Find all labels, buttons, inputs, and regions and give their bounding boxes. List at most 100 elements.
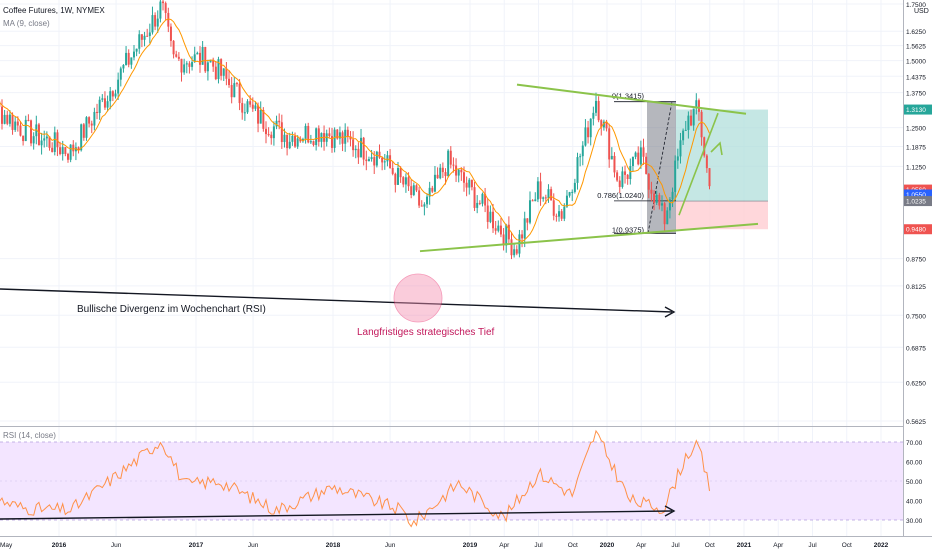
candle	[690, 109, 693, 127]
candle-body	[510, 239, 513, 256]
candle	[457, 168, 460, 183]
candle	[626, 174, 629, 185]
candle	[660, 195, 663, 212]
candle-body	[283, 134, 286, 143]
candle	[19, 121, 22, 137]
candle	[526, 218, 529, 231]
candle-body	[526, 218, 529, 223]
candle-body	[705, 155, 708, 169]
candle	[101, 94, 104, 103]
candle	[486, 198, 489, 229]
candle	[658, 192, 661, 210]
candle-body	[299, 138, 302, 142]
candle-body	[589, 118, 592, 138]
candle-body	[505, 224, 508, 246]
candle-body	[180, 58, 183, 73]
candle-body	[341, 132, 344, 144]
candle-body	[602, 121, 605, 128]
candle	[304, 123, 307, 144]
candle	[220, 58, 223, 81]
candle-body	[325, 133, 328, 142]
candle-body	[407, 177, 410, 187]
time-tick-label: Apr	[499, 542, 510, 549]
candle-body	[687, 115, 690, 130]
candle	[24, 115, 27, 142]
candle-body	[354, 148, 357, 151]
price-label-text: 0.9480	[906, 227, 926, 234]
candle	[183, 58, 186, 75]
candle-body	[130, 57, 133, 65]
rsi-tick-label: 50.00	[906, 479, 923, 486]
candle-body	[77, 147, 80, 151]
time-tick-label: Oct	[705, 542, 715, 549]
candle	[455, 158, 458, 182]
candle-body	[328, 133, 331, 137]
candle	[521, 230, 524, 248]
candle-body	[14, 121, 17, 130]
candle-body	[278, 120, 281, 123]
candle-body	[468, 179, 471, 188]
candle-body	[375, 151, 378, 166]
candle-body	[53, 132, 56, 152]
rsi-line	[0, 429, 710, 528]
candle-body	[605, 121, 608, 129]
candle	[452, 157, 455, 173]
candle-body	[700, 111, 703, 138]
candle	[618, 176, 621, 194]
candle	[449, 146, 452, 169]
price-tick-label: 0.8750	[906, 257, 926, 264]
candle-body	[708, 168, 711, 187]
candle-body	[251, 104, 254, 109]
candle-body	[639, 147, 642, 165]
candle-body	[206, 62, 209, 72]
candle	[352, 131, 355, 157]
candle	[497, 220, 500, 233]
candle-body	[304, 125, 307, 140]
candle-body	[69, 144, 72, 160]
candle-body	[11, 114, 14, 130]
candle-body	[650, 189, 653, 194]
symbol-title[interactable]: Coffee Futures, 1W, NYMEX	[3, 6, 105, 15]
candle	[420, 200, 423, 207]
candle	[515, 245, 518, 256]
candle	[96, 103, 99, 120]
candle-body	[193, 54, 196, 63]
candle-body	[692, 108, 695, 126]
candle-body	[507, 224, 510, 240]
candle	[270, 131, 273, 145]
candle-body	[381, 157, 384, 163]
candle-body	[684, 129, 687, 131]
candle-body	[333, 129, 336, 148]
candle	[162, 0, 165, 11]
candle-body	[452, 164, 455, 166]
candle	[238, 79, 241, 111]
candle	[375, 150, 378, 168]
candle-body	[478, 202, 481, 204]
rsi-tick-label: 30.00	[906, 518, 923, 525]
rsi-legend[interactable]: RSI (14, close)	[3, 431, 56, 440]
candle-body	[616, 172, 619, 181]
candle-body	[449, 150, 452, 165]
candle	[111, 90, 114, 102]
candle-body	[257, 105, 260, 124]
candle	[117, 72, 120, 100]
candle-body	[188, 63, 191, 67]
time-tick-label: 2017	[189, 542, 204, 549]
candle	[492, 203, 495, 233]
candle-body	[6, 114, 9, 124]
candle-body	[230, 85, 233, 98]
candle-body	[72, 144, 75, 152]
candle-body	[315, 128, 318, 146]
candle	[637, 146, 640, 166]
price-label-text: 1.3130	[906, 107, 926, 114]
ma-legend[interactable]: MA (9, close)	[3, 19, 50, 28]
fib-label-1: 1(0.9375)	[612, 225, 645, 234]
candle-body	[513, 249, 516, 256]
candle-body	[404, 177, 407, 185]
candle-body	[238, 83, 241, 104]
candle	[663, 202, 666, 232]
candle	[280, 114, 283, 149]
candle	[135, 48, 138, 57]
time-tick-label: 2020	[600, 542, 615, 549]
